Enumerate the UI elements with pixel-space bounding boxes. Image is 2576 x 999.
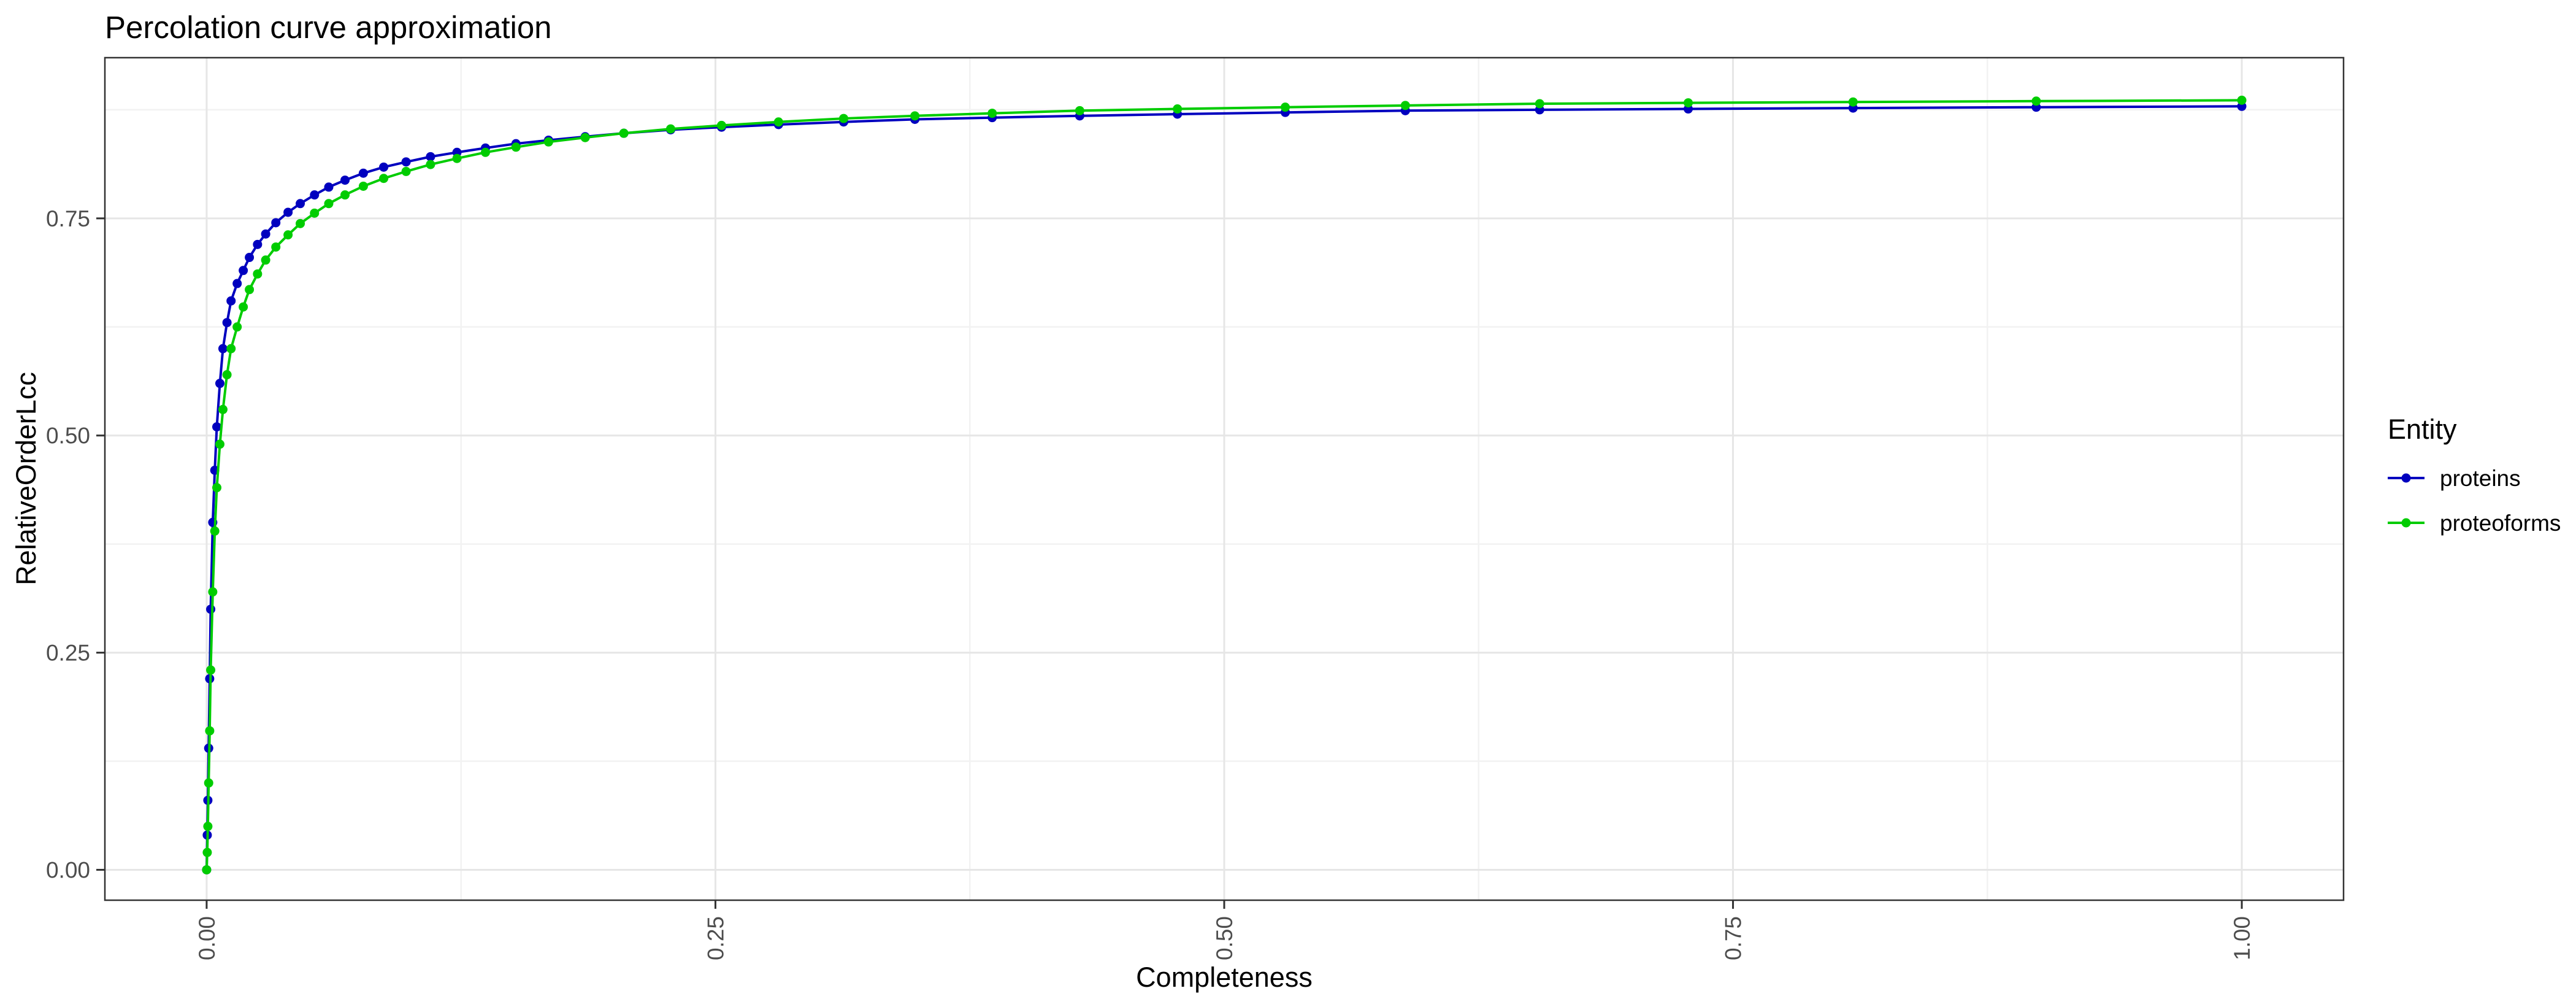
grid-lines (105, 58, 2344, 900)
axes: 0.00 0.25 0.50 0.75 1.00 0.00 0.25 0.50 0.75 (46, 206, 2255, 960)
series-line-proteins (205, 105, 2242, 870)
legend-key-point (2401, 518, 2411, 528)
chart-title: Percolation curve approximation (105, 10, 552, 45)
x-tick-label: 0.75 (1721, 916, 1746, 960)
x-tick-label: 0.00 (194, 916, 220, 960)
x-tick-label: 0.50 (1212, 916, 1237, 960)
y-tick-label: 0.25 (46, 641, 90, 666)
legend-item-proteins: proteins (2388, 466, 2521, 491)
y-tick-label: 0.75 (46, 206, 90, 231)
legend-label: proteins (2440, 466, 2521, 491)
legend-key-point (2401, 473, 2411, 483)
legend-item-proteoforms: proteoforms (2388, 511, 2561, 536)
series-proteoforms (202, 95, 2247, 874)
legend-label: proteoforms (2440, 511, 2561, 536)
legend: Entity proteins proteoforms (2388, 414, 2561, 536)
x-tick-label: 0.25 (703, 916, 728, 960)
legend-items: proteins proteoforms (2388, 466, 2561, 536)
series-layer (202, 95, 2247, 874)
plot-panel (104, 56, 2345, 901)
y-tick-label: 0.50 (46, 423, 90, 449)
y-tick-label: 0.00 (46, 857, 90, 882)
legend-title: Entity (2388, 414, 2457, 445)
x-axis-title: Completeness (1136, 962, 1313, 993)
series-line-proteoforms (205, 99, 2242, 870)
x-tick-label: 1.00 (2229, 916, 2255, 960)
y-axis-title: RelativeOrderLcc (10, 372, 42, 585)
